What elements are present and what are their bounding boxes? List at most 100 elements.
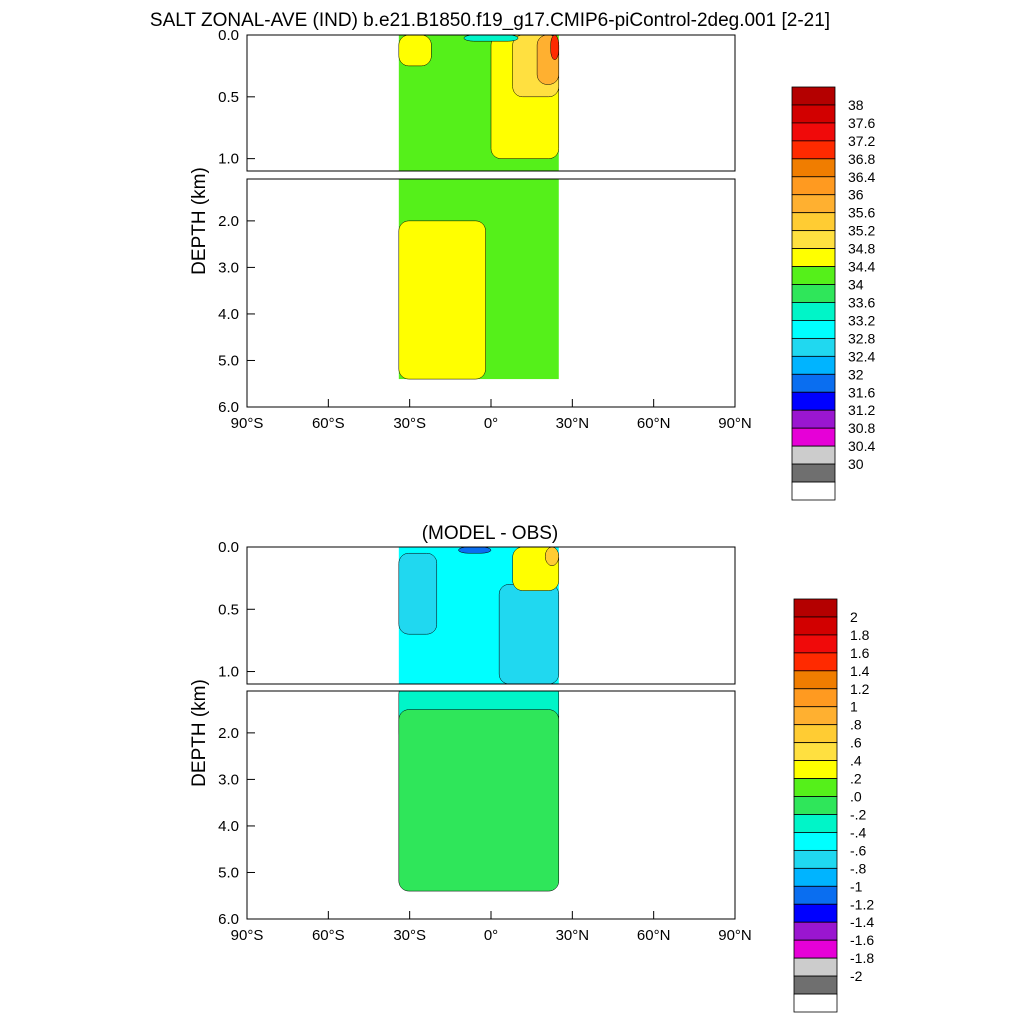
y-tick-label: 6.0	[218, 399, 239, 416]
colorbar-label: 37.6	[848, 115, 875, 131]
colorbar-label: 34.4	[848, 259, 875, 275]
colorbar-label: 1.4	[850, 663, 870, 679]
colorbar-label: 1.8	[850, 627, 870, 643]
colorbar-label: -1.2	[850, 896, 874, 912]
colorbar-label: 33.6	[848, 294, 875, 310]
colorbar-swatch	[793, 939, 838, 959]
colorbar-swatch	[793, 616, 838, 636]
x-tick-label: 30°N	[556, 927, 590, 944]
colorbar-swatch	[791, 337, 836, 357]
colorbar-label: -.8	[850, 860, 867, 876]
y-tick-label: 2.0	[218, 213, 239, 230]
colorbar-swatch	[793, 832, 838, 851]
contour-region	[398, 220, 486, 380]
colorbar-swatch	[791, 445, 836, 465]
y-tick-label: 3.0	[218, 771, 239, 788]
colorbar-swatch	[791, 481, 836, 501]
colorbar-label: 35.2	[848, 223, 875, 239]
x-tick-label: 30°N	[556, 415, 590, 432]
colorbar-swatch	[791, 373, 836, 393]
colorbar-label: -1	[850, 878, 863, 894]
colorbar-swatch	[793, 778, 838, 797]
colorbar-label: 31.2	[848, 402, 875, 418]
contour-region	[544, 547, 560, 566]
x-tick-label: 60°S	[312, 927, 345, 944]
colorbar-label: 32.4	[848, 348, 875, 364]
x-tick-label: 30°S	[393, 927, 426, 944]
colorbar-swatch	[791, 176, 836, 196]
x-tick-label: 30°S	[393, 415, 426, 432]
colorbar-label: 1.6	[850, 645, 870, 661]
colorbar-label: 38	[848, 97, 864, 113]
colorbar-label: 32.8	[848, 330, 875, 346]
y-axis-label: DEPTH (km)	[189, 167, 210, 275]
colorbar-label: -1.8	[850, 950, 874, 966]
colorbar-label: 34	[848, 277, 864, 293]
y-tick-label: 1.0	[218, 664, 239, 681]
colorbar-label: 2	[850, 609, 858, 625]
upper-plot-frame	[246, 546, 736, 685]
y-tick-label: 0.0	[218, 539, 239, 556]
colorbar-label: 34.8	[848, 241, 875, 257]
colorbar-swatch	[793, 688, 838, 708]
y-tick-label: 0.0	[218, 27, 239, 44]
colorbar-swatch	[791, 248, 836, 267]
colorbar-swatch	[793, 742, 838, 762]
colorbar-swatch	[791, 463, 836, 483]
contour-region	[398, 35, 432, 67]
colorbar-swatch	[791, 212, 836, 232]
colorbar-label: 30	[848, 456, 864, 472]
colorbar-label: -1.6	[850, 932, 874, 948]
y-tick-label: 6.0	[218, 911, 239, 928]
colorbar-swatch	[791, 122, 836, 142]
colorbar-label: 36	[848, 187, 864, 203]
colorbar-swatch	[793, 634, 838, 654]
panel-subtitle: (MODEL - OBS)	[422, 523, 559, 544]
x-tick-label: 90°S	[231, 415, 264, 432]
model-minus-obs-panel: (MODEL - OBS) DEPTH (km) 0.00.51.02.03.0…	[189, 523, 874, 1013]
colorbar-swatch	[791, 194, 836, 214]
chart-title: SALT ZONAL-AVE (IND) b.e21.B1850.f19_g17…	[150, 10, 830, 31]
colorbar-label: 30.4	[848, 438, 875, 454]
colorbar-swatch	[791, 320, 836, 339]
colorbar-swatch	[793, 670, 838, 690]
y-tick-label: 0.5	[218, 601, 239, 618]
colorbar-label: .4	[850, 753, 862, 769]
x-tick-label: 90°S	[231, 927, 264, 944]
colorbar-swatch	[791, 427, 836, 447]
colorbar-swatch	[793, 760, 838, 779]
colorbar-label: 30.8	[848, 420, 875, 436]
colorbar-swatch	[793, 867, 838, 887]
colorbar-label: -2	[850, 968, 863, 984]
colorbar-swatch	[793, 903, 838, 923]
contour-field	[398, 547, 560, 892]
x-tick-label: 60°N	[637, 927, 671, 944]
colorbar-label: 35.6	[848, 205, 875, 221]
colorbar-swatch	[791, 140, 836, 160]
colorbar-label: .2	[850, 771, 862, 787]
colorbar-swatch	[793, 814, 838, 833]
colorbar-swatch	[791, 302, 836, 321]
colorbar-swatch	[791, 230, 836, 250]
colorbar-label: 32	[848, 366, 864, 382]
colorbar-swatch	[791, 104, 836, 124]
x-tick-label: 90°N	[718, 415, 752, 432]
colorbar-label: 1.2	[850, 681, 870, 697]
colorbar-label: .0	[850, 789, 862, 805]
colorbar-swatch	[793, 598, 838, 618]
colorbar-swatch	[791, 391, 836, 411]
y-tick-label: 4.0	[218, 818, 239, 835]
colorbar-swatch	[791, 284, 836, 303]
colorbar-swatch	[791, 355, 836, 375]
colorbar-label: 36.8	[848, 151, 875, 167]
contour-region	[398, 552, 438, 635]
colorbar-label: -.6	[850, 842, 867, 858]
colorbar-swatch	[791, 266, 836, 285]
colorbar-swatch	[793, 796, 838, 815]
colorbar-swatch	[791, 409, 836, 429]
contour-region	[550, 35, 560, 60]
colorbar-label: 37.2	[848, 133, 875, 149]
colorbar-swatch	[793, 706, 838, 726]
colorbar-swatch	[791, 158, 836, 178]
